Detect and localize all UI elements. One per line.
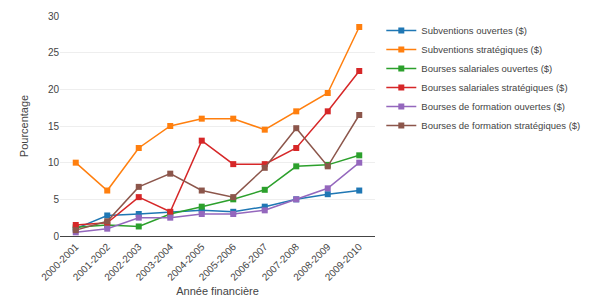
svg-text:Bourses salariales ouvertes ($: Bourses salariales ouvertes ($) xyxy=(421,63,552,74)
svg-text:25: 25 xyxy=(48,47,60,58)
svg-text:Bourses salariales stratégique: Bourses salariales stratégiques ($) xyxy=(421,82,567,93)
svg-text:Bourses de formation ouvertes: Bourses de formation ouvertes ($) xyxy=(421,101,565,112)
svg-text:2003-2004: 2003-2004 xyxy=(134,241,176,283)
svg-text:Année financière: Année financière xyxy=(176,285,259,297)
svg-text:2008-2009: 2008-2009 xyxy=(291,241,333,283)
svg-text:2004-2005: 2004-2005 xyxy=(165,241,207,283)
svg-text:Pourcentage: Pourcentage xyxy=(18,95,30,157)
svg-text:2007-2008: 2007-2008 xyxy=(260,241,302,283)
svg-text:15: 15 xyxy=(48,121,60,132)
svg-text:20: 20 xyxy=(48,84,60,95)
svg-text:30: 30 xyxy=(48,11,60,22)
svg-text:10: 10 xyxy=(48,157,60,168)
svg-text:2002-2003: 2002-2003 xyxy=(102,241,144,283)
svg-text:Bourses de formation stratégiq: Bourses de formation stratégiques ($) xyxy=(421,120,580,131)
svg-text:2005-2006: 2005-2006 xyxy=(197,241,239,283)
svg-text:5: 5 xyxy=(53,194,59,205)
svg-text:2000-2001: 2000-2001 xyxy=(39,241,81,283)
svg-text:Subventions ouvertes ($): Subventions ouvertes ($) xyxy=(421,25,527,36)
svg-text:2001-2002: 2001-2002 xyxy=(71,241,113,283)
svg-text:0: 0 xyxy=(53,231,59,242)
svg-text:2006-2007: 2006-2007 xyxy=(228,241,270,283)
svg-text:Subventions stratégiques ($): Subventions stratégiques ($) xyxy=(421,44,542,55)
svg-text:2009-2010: 2009-2010 xyxy=(323,241,365,283)
